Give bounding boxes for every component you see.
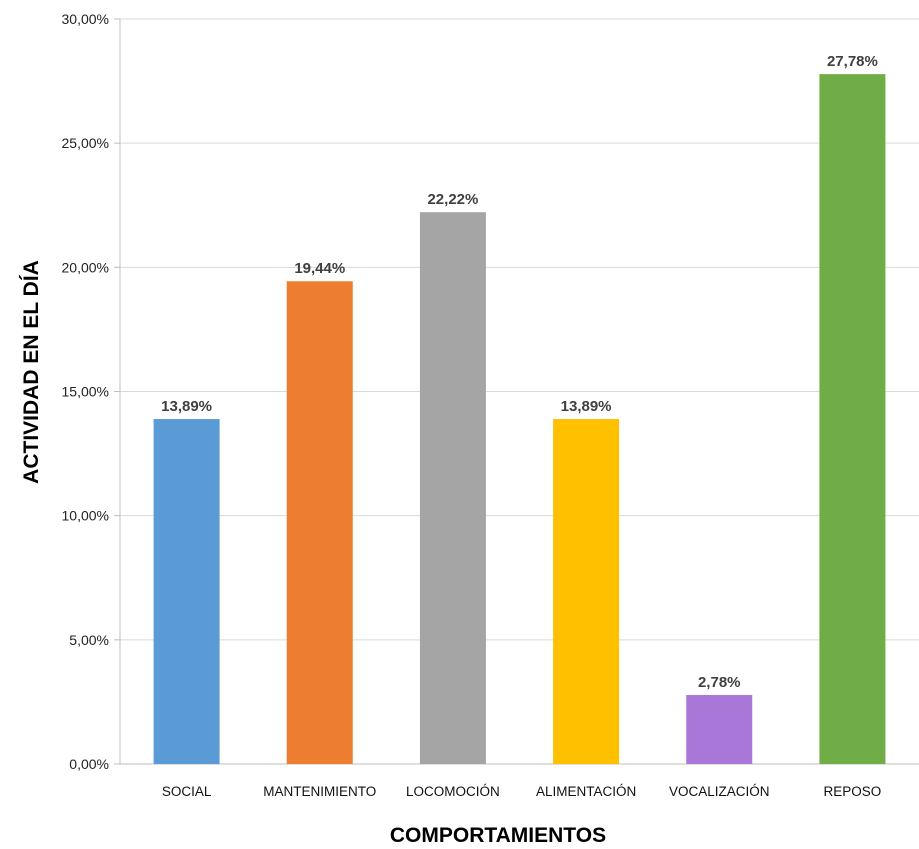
data-label: 13,89% — [561, 398, 612, 415]
x-tick-labels: SOCIAL MANTENIMIENTO LOCOMOCIÓN ALIMENTACIÓ… — [162, 784, 881, 799]
x-tick-label: ALIMENTACIÓN — [536, 784, 636, 799]
y-axis-title: ACTIVIDAD EN EL DÍA — [20, 260, 43, 484]
y-tick-label: 30,00% — [62, 11, 109, 27]
bar-social — [153, 419, 220, 764]
y-tick-label: 5,00% — [69, 632, 109, 648]
y-tick-labels: 0,00% 5,00% 10,00% 15,00% 20,00% 25,00% 30,00% — [62, 11, 109, 772]
data-label: 13,89% — [161, 398, 212, 415]
bar-reposo — [819, 74, 886, 764]
y-tick-label: 15,00% — [62, 384, 109, 400]
bar-alimentación — [553, 419, 620, 764]
x-tick-label: SOCIAL — [162, 784, 212, 799]
y-tick-label: 20,00% — [62, 259, 109, 275]
axes — [114, 18, 919, 765]
y-tick-label: 25,00% — [62, 135, 109, 151]
data-label: 22,22% — [427, 191, 478, 208]
y-tick-label: 10,00% — [62, 508, 109, 524]
bar-locomoción — [419, 212, 486, 764]
x-tick-label: REPOSO — [824, 784, 882, 799]
gridlines — [120, 18, 919, 641]
data-labels: 13,89% 19,44% 22,22% 13,89% 2,78% 27,78% — [161, 53, 878, 691]
bar-mantenimiento — [286, 281, 353, 764]
bars — [153, 74, 886, 764]
data-label: 2,78% — [698, 674, 741, 691]
y-tick-label: 0,00% — [69, 756, 109, 772]
data-label: 19,44% — [294, 260, 345, 277]
x-tick-label: MANTENIMIENTO — [263, 784, 376, 799]
x-tick-label: LOCOMOCIÓN — [406, 784, 500, 799]
data-label: 27,78% — [827, 53, 878, 70]
x-axis-title: COMPORTAMIENTOS — [390, 824, 606, 847]
x-tick-label: VOCALIZACIÓN — [669, 784, 770, 799]
bar-vocalización — [686, 694, 753, 764]
